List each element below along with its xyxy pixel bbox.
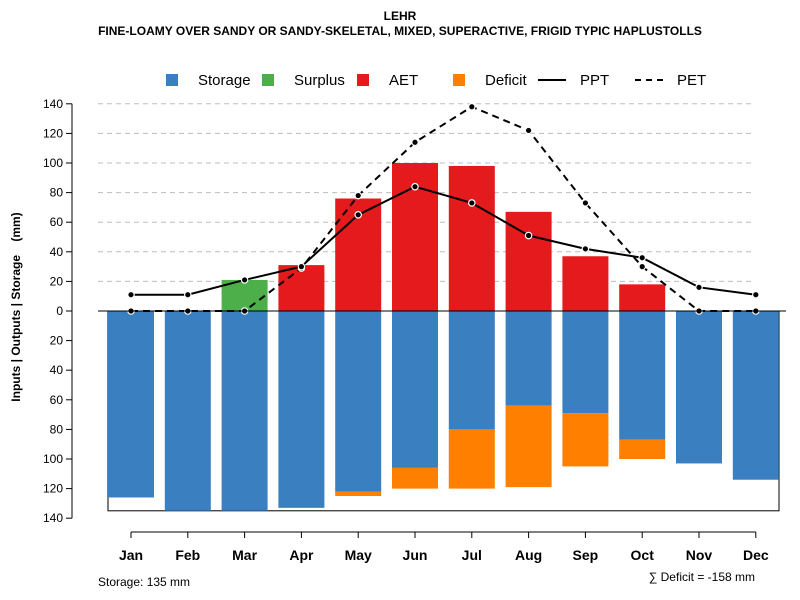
storage-bar bbox=[392, 311, 438, 468]
pet-point bbox=[581, 199, 590, 207]
storage-bar bbox=[335, 311, 382, 492]
y-tick-label: 20 bbox=[50, 274, 64, 288]
ppt-point bbox=[524, 231, 533, 240]
x-tick-label-jul: Jul bbox=[462, 547, 482, 563]
legend-aet-swatch bbox=[357, 74, 369, 86]
legend-storage-label: Storage bbox=[198, 71, 251, 89]
pet-point bbox=[354, 191, 363, 200]
y-tick-label: 80 bbox=[50, 422, 64, 436]
legend-deficit-label: Deficit bbox=[485, 71, 527, 89]
legend-ppt-label: PPT bbox=[580, 71, 610, 89]
ppt-point bbox=[354, 211, 363, 219]
aet-bar bbox=[278, 265, 325, 311]
ppt-point bbox=[127, 290, 135, 299]
x-tick-label-aug: Aug bbox=[515, 547, 542, 563]
legend-storage-swatch bbox=[166, 74, 178, 86]
pet-point bbox=[411, 138, 419, 147]
x-tick-label-oct: Oct bbox=[631, 547, 655, 563]
storage-bar bbox=[676, 311, 722, 464]
storage-bar bbox=[619, 311, 666, 440]
bars bbox=[107, 163, 780, 512]
ppt-point bbox=[411, 182, 419, 191]
x-tick-label-mar: Mar bbox=[232, 547, 257, 563]
y-tick-label: 60 bbox=[50, 215, 64, 229]
legend-deficit: Deficit bbox=[453, 70, 527, 90]
ppt-point bbox=[184, 290, 192, 299]
deficit-bar bbox=[392, 467, 438, 489]
deficit-bar bbox=[335, 491, 382, 496]
pet-point bbox=[524, 126, 533, 135]
y-tick-label: 40 bbox=[50, 363, 64, 377]
legend: Storage Surplus AET Deficit PPT PET bbox=[0, 70, 800, 90]
legend-surplus-swatch bbox=[262, 74, 274, 86]
y-tick-label: 140 bbox=[43, 511, 63, 525]
legend-ppt-swatch bbox=[538, 79, 566, 81]
aet-bar bbox=[505, 211, 552, 311]
storage-bar bbox=[108, 311, 154, 498]
legend-surplus-label: Surplus bbox=[294, 71, 345, 89]
y-tick-label: 40 bbox=[50, 245, 64, 259]
y-tick-label: 100 bbox=[43, 452, 63, 466]
chart-subtitle: FINE-LOAMY OVER SANDY OR SANDY-SKELETAL,… bbox=[98, 24, 702, 38]
y-tick-label: 100 bbox=[43, 156, 63, 170]
legend-pet-label: PET bbox=[677, 71, 707, 89]
deficit-bar bbox=[619, 439, 666, 459]
storage-bar bbox=[448, 311, 495, 430]
ppt-point bbox=[695, 283, 703, 292]
y-tick-label: 80 bbox=[50, 186, 64, 200]
deficit-bar bbox=[505, 405, 552, 488]
chart-title: LEHR bbox=[383, 9, 417, 23]
y-tick-label: 120 bbox=[43, 126, 63, 140]
ppt-point bbox=[638, 253, 647, 262]
storage-bar bbox=[505, 311, 552, 406]
storage-bar bbox=[732, 311, 779, 480]
storage-bar bbox=[562, 311, 609, 414]
x-tick-label-jan: Jan bbox=[119, 547, 143, 563]
x-tick-label-may: May bbox=[345, 547, 372, 563]
pet-point bbox=[467, 102, 476, 111]
x-tick-label-feb: Feb bbox=[175, 547, 200, 563]
aet-bar bbox=[562, 256, 609, 311]
storage-bar bbox=[221, 311, 268, 511]
legend-ppt: PPT bbox=[538, 70, 609, 90]
x-tick-label-dec: Dec bbox=[743, 547, 769, 563]
ppt-point bbox=[581, 245, 590, 253]
aet-bar bbox=[619, 284, 666, 311]
ppt-point bbox=[467, 199, 476, 207]
deficit-footnote: ∑ Deficit = -158 mm bbox=[648, 570, 755, 584]
legend-deficit-swatch bbox=[453, 74, 465, 86]
aet-bar bbox=[448, 165, 495, 311]
ppt-point bbox=[297, 262, 306, 271]
storage-bar bbox=[164, 311, 211, 511]
deficit-bar bbox=[562, 413, 609, 467]
x-tick-label-apr: Apr bbox=[289, 547, 314, 563]
x-tick-label-nov: Nov bbox=[686, 547, 713, 563]
y-tick-label: 60 bbox=[50, 393, 64, 407]
surplus-bar bbox=[221, 279, 268, 311]
storage-footnote: Storage: 135 mm bbox=[98, 575, 191, 589]
y-tick-label: 140 bbox=[43, 97, 63, 111]
legend-aet-label: AET bbox=[389, 71, 419, 89]
ppt-point bbox=[240, 276, 249, 284]
legend-storage: Storage bbox=[166, 70, 251, 90]
storage-bar bbox=[278, 311, 325, 508]
y-tick-label: 20 bbox=[50, 334, 64, 348]
ppt-line bbox=[131, 185, 756, 296]
pet-line bbox=[131, 105, 756, 312]
pet-point bbox=[638, 262, 647, 271]
ppt-point bbox=[751, 290, 760, 299]
axes: 140 120 100 80 60 40 20 0 20 40 60 80 100 120 140 Jan Fe… bbox=[43, 97, 786, 563]
x-tick-label-jun: Jun bbox=[403, 547, 428, 563]
legend-pet-swatch bbox=[635, 79, 663, 81]
y-tick-label: 0 bbox=[56, 304, 63, 318]
deficit-bar bbox=[448, 429, 495, 489]
x-tick-label-sep: Sep bbox=[573, 547, 599, 563]
legend-surplus: Surplus bbox=[262, 70, 345, 90]
y-tick-label: 120 bbox=[43, 482, 63, 496]
legend-pet: PET bbox=[635, 70, 706, 90]
legend-aet: AET bbox=[357, 70, 418, 90]
